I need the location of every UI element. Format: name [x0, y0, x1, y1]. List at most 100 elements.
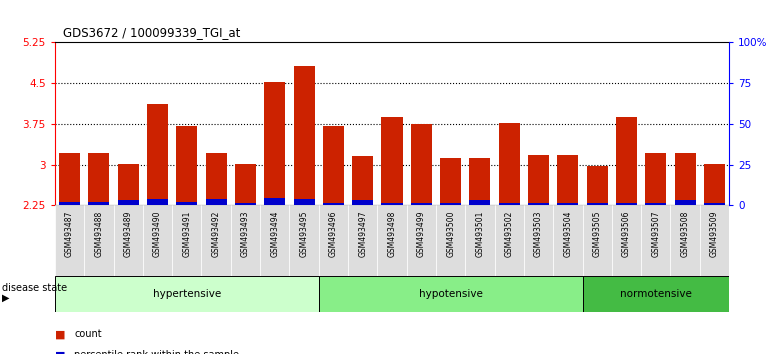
Bar: [118, 200, 139, 205]
Text: GSM493490: GSM493490: [153, 211, 162, 257]
Bar: [59, 153, 80, 205]
Text: GSM493489: GSM493489: [124, 211, 132, 257]
Bar: [700, 205, 729, 276]
Text: GSM493491: GSM493491: [183, 211, 191, 257]
Bar: [557, 155, 579, 205]
Bar: [172, 205, 201, 276]
Bar: [293, 66, 314, 205]
Bar: [114, 205, 143, 276]
Bar: [557, 202, 579, 205]
Text: GSM493494: GSM493494: [270, 211, 279, 257]
Text: GSM493509: GSM493509: [710, 211, 719, 257]
Text: GSM493501: GSM493501: [475, 211, 485, 257]
Bar: [230, 205, 260, 276]
Text: GSM493508: GSM493508: [681, 211, 690, 257]
Text: ■: ■: [55, 329, 69, 339]
Bar: [205, 153, 227, 205]
Text: GSM493502: GSM493502: [505, 211, 514, 257]
Bar: [499, 202, 520, 205]
Bar: [411, 124, 432, 205]
Bar: [528, 202, 549, 205]
Bar: [586, 166, 608, 205]
Text: GSM493504: GSM493504: [564, 211, 572, 257]
Text: GSM493505: GSM493505: [593, 211, 601, 257]
Bar: [377, 205, 407, 276]
Text: GSM493499: GSM493499: [417, 211, 426, 257]
Text: GSM493492: GSM493492: [212, 211, 220, 257]
Text: GSM493498: GSM493498: [387, 211, 397, 257]
Bar: [235, 202, 256, 205]
Text: GSM493507: GSM493507: [652, 211, 660, 257]
Bar: [674, 153, 695, 205]
Bar: [616, 202, 637, 205]
Bar: [260, 205, 289, 276]
Bar: [524, 205, 554, 276]
Bar: [583, 276, 729, 312]
Bar: [465, 205, 495, 276]
Bar: [348, 205, 377, 276]
Text: GSM493497: GSM493497: [358, 211, 367, 257]
Text: ■: ■: [55, 350, 69, 354]
Text: hypotensive: hypotensive: [419, 289, 483, 299]
Bar: [289, 205, 319, 276]
Bar: [554, 205, 583, 276]
Bar: [264, 198, 285, 205]
Text: GSM493503: GSM493503: [534, 211, 543, 257]
Bar: [645, 202, 666, 205]
Bar: [205, 199, 227, 205]
Text: normotensive: normotensive: [620, 289, 691, 299]
Bar: [143, 205, 172, 276]
Text: hypertensive: hypertensive: [153, 289, 221, 299]
Bar: [407, 205, 436, 276]
Bar: [319, 276, 583, 312]
Bar: [612, 205, 641, 276]
Text: GDS3672 / 100099339_TGI_at: GDS3672 / 100099339_TGI_at: [63, 26, 240, 39]
Bar: [352, 156, 373, 205]
Text: GSM493500: GSM493500: [446, 211, 456, 257]
Bar: [319, 205, 348, 276]
Bar: [147, 104, 168, 205]
Bar: [323, 202, 344, 205]
Bar: [670, 205, 700, 276]
Bar: [440, 158, 461, 205]
Bar: [55, 276, 319, 312]
Bar: [147, 199, 168, 205]
Bar: [118, 164, 139, 205]
Bar: [201, 205, 230, 276]
Bar: [84, 205, 114, 276]
Bar: [59, 201, 80, 205]
Text: percentile rank within the sample: percentile rank within the sample: [74, 350, 239, 354]
Text: GSM493496: GSM493496: [328, 211, 338, 257]
Bar: [641, 205, 670, 276]
Bar: [495, 205, 524, 276]
Text: GSM493506: GSM493506: [622, 211, 631, 257]
Bar: [586, 202, 608, 205]
Bar: [382, 202, 402, 205]
Bar: [440, 202, 461, 205]
Bar: [176, 201, 198, 205]
Bar: [583, 205, 612, 276]
Bar: [89, 153, 110, 205]
Bar: [704, 164, 725, 205]
Text: count: count: [74, 329, 102, 339]
Text: GSM493487: GSM493487: [65, 211, 74, 257]
Bar: [616, 118, 637, 205]
Bar: [235, 164, 256, 205]
Bar: [470, 158, 491, 205]
Bar: [470, 200, 491, 205]
Text: disease state: disease state: [2, 283, 67, 293]
Bar: [411, 202, 432, 205]
Bar: [704, 202, 725, 205]
Bar: [55, 205, 84, 276]
Bar: [499, 123, 520, 205]
Bar: [382, 118, 402, 205]
Bar: [528, 155, 549, 205]
Bar: [645, 153, 666, 205]
Bar: [436, 205, 465, 276]
Text: GSM493488: GSM493488: [94, 211, 103, 257]
Bar: [674, 200, 695, 205]
Bar: [293, 199, 314, 205]
Bar: [176, 126, 198, 205]
Bar: [352, 200, 373, 205]
Text: GSM493495: GSM493495: [299, 211, 309, 257]
